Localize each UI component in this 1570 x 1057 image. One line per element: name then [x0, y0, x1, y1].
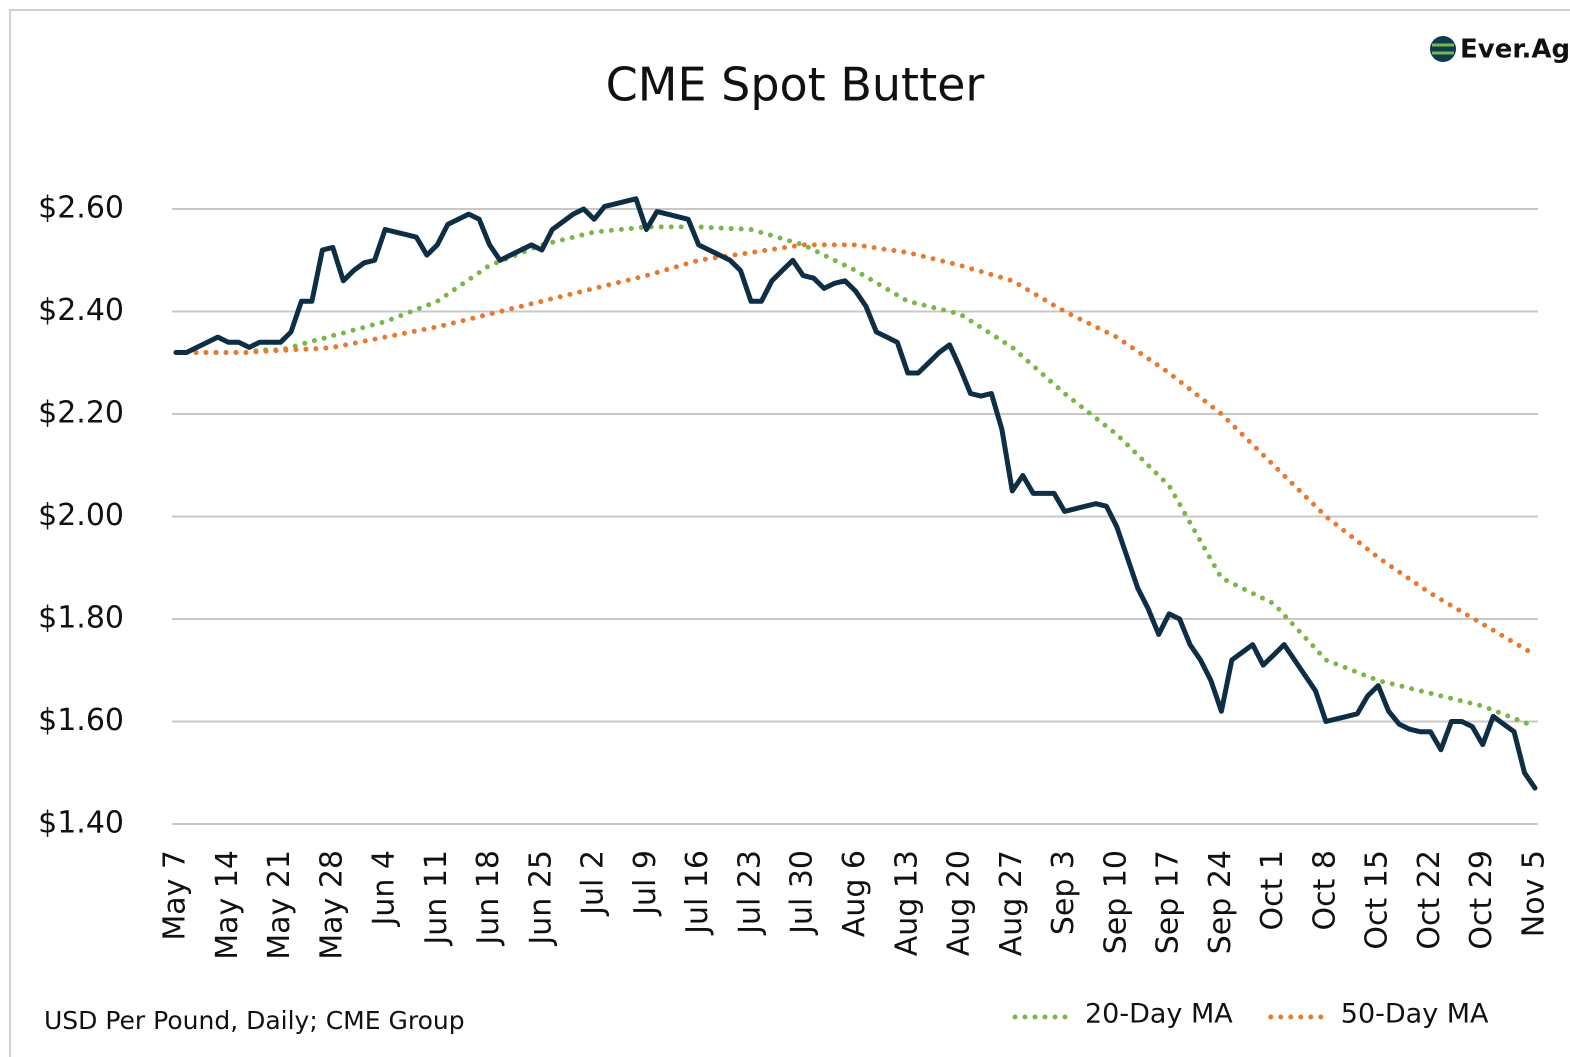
x-tick-label: Jun 11 [419, 850, 454, 947]
logo-stripes [1432, 43, 1454, 55]
x-tick-label: Sep 24 [1203, 850, 1238, 954]
x-tick-label: Sep 17 [1151, 850, 1186, 954]
x-tick-label: Jun 25 [523, 850, 558, 947]
legend-label: 20-Day MA [1085, 999, 1233, 1030]
x-tick-label: Oct 15 [1360, 850, 1395, 950]
x-tick-label: Jul 2 [576, 850, 611, 917]
x-tick-label: Jul 9 [628, 850, 663, 917]
x-tick-label: Nov 5 [1517, 850, 1552, 937]
logo: Ever.Ag [1430, 35, 1570, 65]
chart-title: CME Spot Butter [606, 58, 985, 112]
series-line [173, 242, 1538, 658]
legend-label: 50-Day MA [1341, 999, 1489, 1030]
x-tick-label: Jun 18 [471, 850, 506, 947]
x-tick-label: Oct 1 [1255, 850, 1290, 931]
x-tick-label: Oct 22 [1412, 850, 1447, 950]
y-tick-label: $2.60 [38, 191, 124, 226]
y-tick-label: $1.80 [38, 601, 124, 636]
y-tick-label: $2.20 [38, 396, 124, 431]
x-tick-label: Aug 6 [837, 850, 872, 937]
x-tick-label: Aug 27 [994, 850, 1029, 956]
y-tick-label: $2.00 [38, 498, 124, 533]
x-tick-label: Jul 16 [680, 850, 715, 936]
frame [9, 9, 1570, 1057]
x-tick-label: Oct 29 [1464, 850, 1499, 950]
logo-text: Ever.Ag [1460, 35, 1570, 65]
y-tick-label: $1.40 [38, 806, 124, 841]
x-tick-label: May 21 [262, 850, 297, 960]
series-line [173, 196, 1538, 791]
x-tick-label: Aug 20 [942, 850, 977, 956]
y-tick-label: $1.60 [38, 703, 124, 738]
y-tick-label: $2.40 [38, 293, 124, 328]
x-tick-label: Jun 4 [367, 850, 402, 928]
x-tick-label: May 7 [158, 850, 193, 941]
x-tick-label: Jul 30 [785, 850, 820, 936]
x-tick-label: Aug 13 [889, 850, 924, 956]
x-tick-label: Sep 10 [1098, 850, 1133, 954]
x-tick-label: Sep 3 [1046, 850, 1081, 935]
x-tick-label: Oct 8 [1307, 850, 1342, 931]
source-note: USD Per Pound, Daily; CME Group [44, 1006, 465, 1035]
x-tick-label: Jul 23 [732, 850, 767, 936]
x-tick-label: May 14 [210, 850, 245, 960]
logo-icon [1430, 36, 1456, 62]
series-line [173, 224, 1538, 730]
x-tick-label: May 28 [314, 850, 349, 960]
